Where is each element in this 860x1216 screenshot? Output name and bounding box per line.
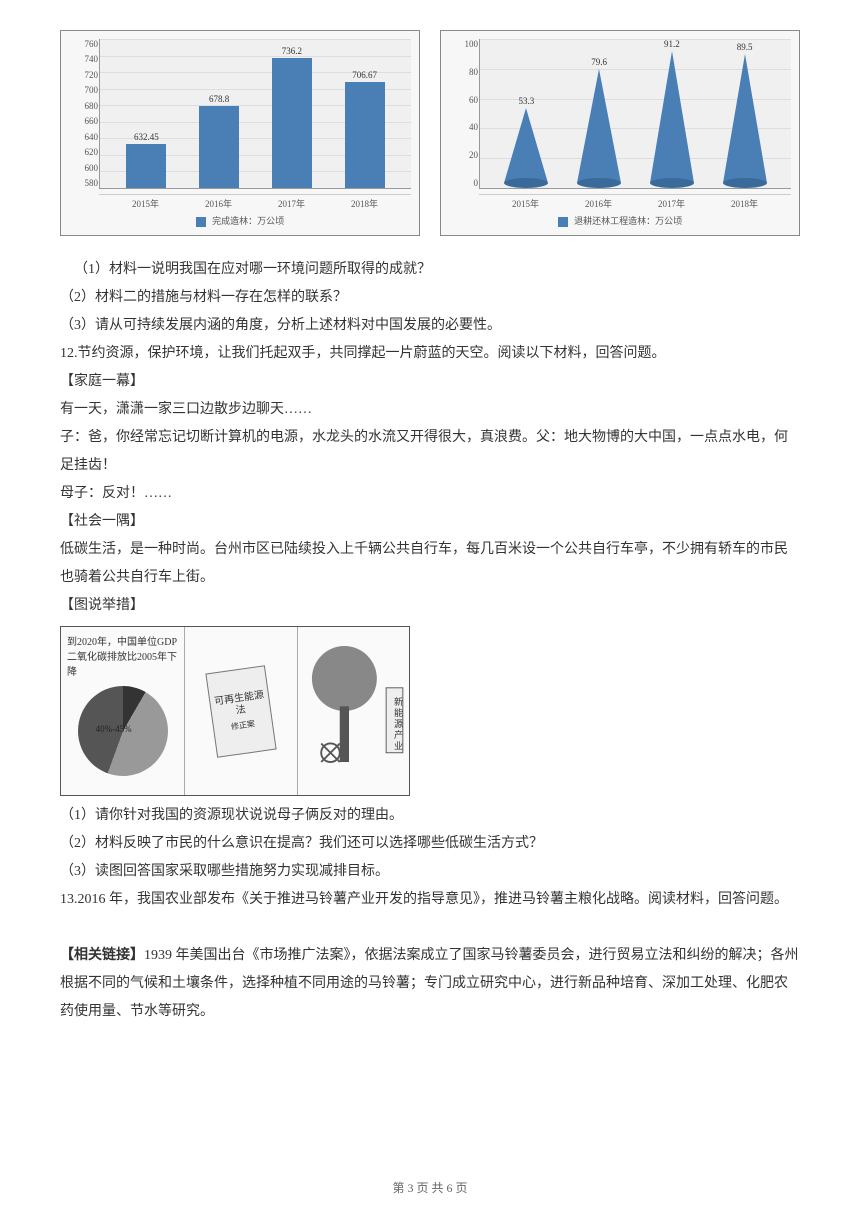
cone-2016: 79.6	[574, 57, 624, 188]
legend-text: 完成造林：万公顷	[212, 216, 284, 226]
legend-swatch-icon	[196, 217, 206, 227]
question-2: （2）材料二的措施与材料一存在怎样的联系？	[60, 284, 800, 312]
question-1: （1）材料一说明我国在应对哪一环境问题所取得的成就？	[60, 256, 800, 284]
bar-2017: 736.2	[267, 46, 317, 188]
charts-row: 760740720700680 660640620600580 632.45 6…	[60, 30, 800, 236]
chart1-plot: 760740720700680 660640620600580 632.45 6…	[99, 39, 411, 189]
question-12-3: （3）读图回答国家采取哪些措施努力实现减排目标。	[60, 858, 800, 886]
tree-sign-text: 新能源产业	[392, 697, 405, 752]
law-book-icon: 可再生能源法 修正案	[205, 665, 276, 758]
pie-chart-icon: 40%-45%	[78, 686, 168, 776]
item-13: 13.2016 年，我国农业部发布《关于推进马铃薯产业开发的指导意见》，推进马铃…	[60, 886, 800, 914]
legend-text: 退耕还林工程造林：万公顷	[574, 216, 682, 226]
book-subtitle: 修正案	[230, 718, 255, 731]
bar-value: 632.45	[134, 132, 159, 142]
pie-panel: 到2020年，中国单位GDP二氧化碳排放比2005年下降 40%-45%	[61, 627, 184, 795]
cone-value: 53.3	[519, 96, 535, 106]
legend-swatch-icon	[558, 217, 568, 227]
family-line-1: 有一天，潇潇一家三口边散步边聊天……	[60, 396, 800, 424]
question-12-2: （2）材料反映了市民的什么意识在提高？我们还可以选择哪些低碳生活方式？	[60, 830, 800, 858]
chart2-y-axis: 100806040200	[450, 39, 478, 188]
cone-2017: 91.2	[647, 39, 697, 188]
question-12-1: （1）请你针对我国的资源现状说说母子俩反对的理由。	[60, 802, 800, 830]
chart2-x-axis: 2015年 2016年 2017年 2018年	[479, 194, 791, 210]
family-line-3: 母子：反对！……	[60, 480, 800, 508]
question-3: （3）请从可持续发展内涵的角度，分析上述材料对中国发展的必要性。	[60, 312, 800, 340]
chart2-legend: 退耕还林工程造林：万公顷	[449, 214, 791, 227]
bar-2016: 678.8	[194, 94, 244, 188]
chart-afforestation: 760740720700680 660640620600580 632.45 6…	[60, 30, 420, 236]
cone-2018: 89.5	[720, 42, 770, 188]
pie-caption: 到2020年，中国单位GDP二氧化碳排放比2005年下降	[67, 633, 178, 678]
page-footer: 第 3 页 共 6 页	[0, 1179, 860, 1196]
chart1-legend: 完成造林：万公顷	[69, 214, 411, 227]
cone-value: 91.2	[664, 39, 680, 49]
text-content: （1）材料一说明我国在应对哪一环境问题所取得的成就？ （2）材料二的措施与材料一…	[60, 256, 800, 1026]
heading-link: 【相关链接】1939 年美国出台《市场推广法案》，依据法案成立了国家马铃薯委员会…	[60, 942, 800, 1026]
bar-2018: 706.67	[340, 70, 390, 188]
heading-graphic: 【图说举措】	[60, 592, 800, 620]
measures-graphic: 到2020年，中国单位GDP二氧化碳排放比2005年下降 40%-45% 可再生…	[60, 626, 410, 796]
chart1-x-axis: 2015年 2016年 2017年 2018年	[99, 194, 411, 210]
chart2-plot: 100806040200 53.3 79.6 91.2	[479, 39, 791, 189]
chart-reforestation: 100806040200 53.3 79.6 91.2	[440, 30, 800, 236]
heading-family: 【家庭一幕】	[60, 368, 800, 396]
bar-2015: 632.45	[121, 132, 171, 188]
bar-value: 706.67	[352, 70, 377, 80]
book-title: 可再生能源法	[214, 689, 267, 720]
tree-panel: 新能源产业	[298, 627, 409, 795]
cone-value: 79.6	[591, 57, 607, 67]
chart2-cones: 53.3 79.6 91.2 89.5	[480, 39, 791, 188]
family-line-2: 子：爸，你经常忘记切断计算机的电源，水龙头的水流又开得很大，真浪费。父：地大物博…	[60, 424, 800, 480]
heading-society: 【社会一隅】	[60, 508, 800, 536]
society-line-1: 低碳生活，是一种时尚。台州市区已陆续投入上千辆公共自行车，每几百米设一个公共自行…	[60, 536, 800, 592]
chart1-y-axis: 760740720700680 660640620600580	[70, 39, 98, 188]
cone-2015: 53.3	[501, 96, 551, 188]
bar-value: 678.8	[209, 94, 229, 104]
cone-value: 89.5	[737, 42, 753, 52]
bar-value: 736.2	[282, 46, 302, 56]
chart1-bars: 632.45 678.8 736.2 706.67	[100, 39, 411, 188]
item-12: 12.节约资源，保护环境，让我们托起双手，共同撑起一片蔚蓝的天空。阅读以下材料，…	[60, 340, 800, 368]
pie-percent: 40%-45%	[96, 724, 132, 734]
book-panel: 可再生能源法 修正案	[184, 627, 297, 795]
